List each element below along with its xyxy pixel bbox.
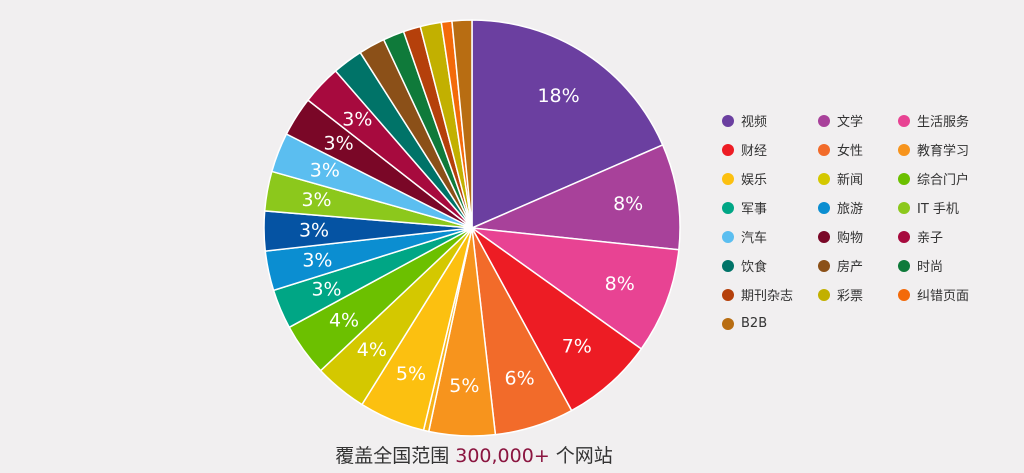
legend-item-娱乐: 娱乐	[722, 164, 818, 193]
caption-prefix: 覆盖全国范围	[335, 445, 450, 467]
pie-data-label: 6%	[505, 368, 535, 390]
legend-label: 纠错页面	[917, 289, 970, 304]
legend-item-文学: 文学	[818, 106, 898, 135]
legend-label: IT 手机	[917, 202, 959, 217]
legend-item-新闻: 新闻	[818, 164, 898, 193]
legend-label: B2B	[741, 316, 768, 331]
legend-label: 亲子	[917, 231, 944, 246]
legend-label: 生活服务	[917, 115, 970, 130]
legend-swatch	[818, 288, 830, 301]
legend-label: 购物	[837, 231, 864, 246]
pie-data-label: 5%	[396, 363, 426, 385]
legend-swatch	[722, 317, 734, 330]
legend-label: 综合门户	[917, 173, 970, 188]
pie-data-label: 4%	[329, 310, 359, 332]
legend-item-亲子: 亲子	[898, 222, 988, 251]
legend-item-时尚: 时尚	[898, 251, 988, 280]
legend-item-综合门户: 综合门户	[898, 164, 988, 193]
pie-slice-文学	[469, 143, 681, 251]
legend-label: 饮食	[741, 260, 768, 275]
legend-item-it-手机: IT 手机	[898, 193, 988, 222]
legend-swatch	[818, 143, 830, 156]
legend-swatch	[898, 259, 910, 272]
legend-swatch	[818, 172, 830, 185]
legend-item-视频: 视频	[722, 106, 818, 135]
caption-suffix: 个网站	[555, 445, 613, 467]
legend-label: 视频	[741, 115, 768, 130]
legend-item-彩票: 彩票	[818, 280, 898, 309]
pie-data-label: 7%	[562, 335, 592, 357]
legend-swatch	[722, 288, 734, 301]
caption-highlight: 300,000+	[455, 445, 550, 467]
legend-swatch	[722, 201, 734, 214]
legend-swatch	[818, 201, 830, 214]
legend-swatch	[722, 259, 734, 272]
legend-label: 财经	[741, 144, 768, 159]
legend-label: 文学	[837, 115, 864, 130]
legend-item-教育学习: 教育学习	[898, 135, 988, 164]
legend-item-饮食: 饮食	[722, 251, 818, 280]
legend-label: 时尚	[917, 260, 944, 275]
legend-label: 房产	[837, 260, 864, 275]
legend-swatch	[898, 230, 910, 243]
pie-data-label: 3%	[302, 250, 332, 272]
pie-slice-视频	[471, 19, 664, 230]
pie-data-label: 8%	[605, 273, 635, 295]
legend-swatch	[818, 114, 830, 127]
legend-item-生活服务: 生活服务	[898, 106, 988, 135]
legend-label: 女性	[837, 144, 864, 159]
legend-swatch	[722, 172, 734, 185]
pie-data-label: 3%	[301, 189, 331, 211]
legend-label: 旅游	[837, 202, 864, 217]
legend-label: 教育学习	[917, 144, 970, 159]
legend-swatch	[818, 259, 830, 272]
chart-legend: 视频 文学 生活服务财经 女性 教育学习娱乐 新闻 综合门户军事 旅游 IT 手机汽车 购物 亲子饮…	[722, 106, 988, 338]
legend-swatch	[818, 230, 830, 243]
pie-data-label: 4%	[357, 339, 387, 361]
legend-item-旅游: 旅游	[818, 193, 898, 222]
legend-item-购物: 购物	[818, 222, 898, 251]
pie-slice-生活服务	[469, 226, 680, 350]
pie-data-label: 8%	[613, 193, 643, 215]
legend-item-期刊杂志: 期刊杂志	[722, 280, 818, 309]
legend-label: 新闻	[837, 173, 864, 188]
legend-swatch	[898, 288, 910, 301]
pie-data-label: 3%	[311, 279, 341, 301]
legend-item-军事: 军事	[722, 193, 818, 222]
pie-data-label: 18%	[537, 85, 579, 107]
legend-label: 汽车	[741, 231, 768, 246]
chart-caption: 覆盖全国范围 300,000+ 个网站	[0, 441, 948, 468]
pie-data-label: 3%	[342, 108, 372, 130]
legend-item-纠错页面: 纠错页面	[898, 280, 988, 309]
legend-item-财经: 财经	[722, 135, 818, 164]
legend-item-女性: 女性	[818, 135, 898, 164]
legend-swatch	[898, 201, 910, 214]
legend-swatch	[898, 114, 910, 127]
pie-data-label: 3%	[310, 160, 340, 182]
legend-item-房产: 房产	[818, 251, 898, 280]
legend-label: 期刊杂志	[741, 289, 794, 304]
legend-item-汽车: 汽车	[722, 222, 818, 251]
pie-data-label: 3%	[324, 132, 354, 154]
pie-slice-b2b	[451, 19, 473, 229]
legend-label: 娱乐	[741, 173, 768, 188]
legend-label: 军事	[741, 202, 768, 217]
legend-swatch	[898, 143, 910, 156]
legend-swatch	[722, 230, 734, 243]
legend-label: 彩票	[837, 289, 864, 304]
pie-data-label: 5%	[449, 375, 479, 397]
pie-data-label: 3%	[299, 219, 329, 241]
legend-item-b2b: B2B	[722, 309, 818, 338]
legend-swatch	[898, 172, 910, 185]
legend-swatch	[722, 114, 734, 127]
legend-swatch	[722, 143, 734, 156]
pie-chart: 18%8%8%7%6%5%5%4%4%3%3%3%3%3%3%3%	[263, 19, 681, 437]
